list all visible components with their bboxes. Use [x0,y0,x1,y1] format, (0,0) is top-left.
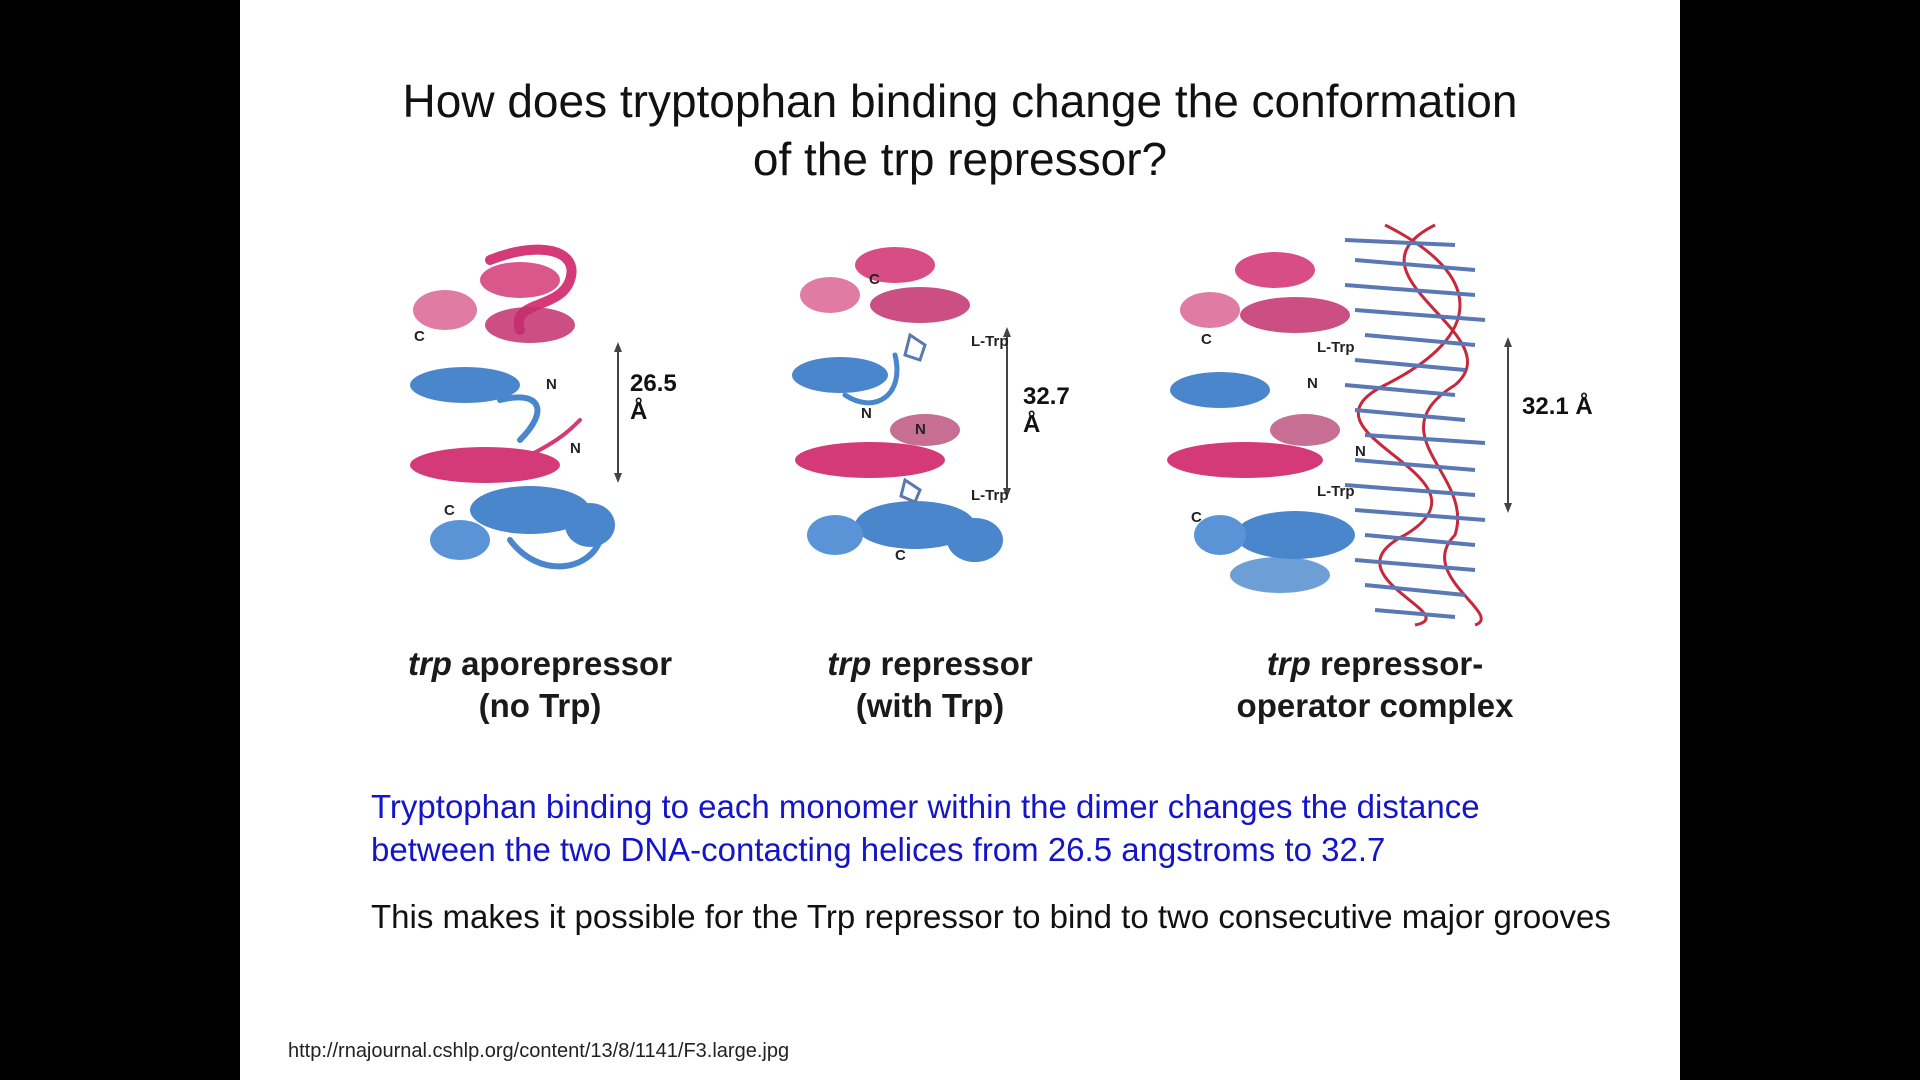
caption-line-2: (with Trp) [855,687,1005,724]
title-line-1: How does tryptophan binding change the c… [402,75,1518,127]
distance-label: 26.5 Å [630,370,677,425]
label-c-top: C [1201,331,1212,348]
caption-line-1: trp repressor [770,643,1090,685]
caption-aporepressor: trp aporepressor (no Trp) [380,643,700,727]
complex-structure-image [1167,223,1512,627]
caption-line-2: operator complex [1236,687,1514,724]
figure-aporepressor: C N N C 26.5 Å [400,240,680,600]
label-n-bottom: N [570,440,581,457]
caption-repressor-operator-complex: trp repressor- operator complex [1200,643,1550,727]
aporepressor-structure-image [410,244,622,570]
label-ltrp-top: L-Trp [971,333,1009,350]
caption-rest: aporepressor [451,645,673,682]
label-c-top: C [869,271,880,288]
label-c-bottom: C [895,547,906,564]
label-c-top: C [414,328,425,345]
caption-gene-name: trp [407,645,452,682]
label-c-bottom: C [1191,509,1202,526]
label-n-top: N [546,376,557,393]
slide-title: How does tryptophan binding change the c… [240,72,1680,188]
label-c-bottom: C [444,502,455,519]
label-n-left: N [861,405,872,422]
label-n-bottom: N [1355,443,1366,460]
caption-line-1: trp aporepressor [380,643,700,685]
label-n-center: N [915,421,926,438]
title-line-2: of the trp repressor? [752,133,1168,185]
caption-repressor: trp repressor (with Trp) [770,643,1090,727]
slide: How does tryptophan binding change the c… [240,0,1680,1080]
distance-label: 32.7 Å [1023,383,1070,438]
caption-rest: repressor- [1310,645,1484,682]
distance-label: 32.1 Å [1522,393,1593,420]
source-url: http://rnajournal.cshlp.org/content/13/8… [288,1040,790,1062]
label-ltrp-top: L-Trp [1317,339,1355,356]
caption-rest: repressor [871,645,1033,682]
label-ltrp-bottom: L-Trp [971,487,1009,504]
repressor-structure-image [792,247,1011,562]
conclusion-text: This makes it possible for the Trp repre… [371,898,1611,935]
explanation-text: Tryptophan binding to each monomer withi… [371,788,1480,868]
figure-repressor-operator-complex: C L-Trp N N L-Trp C 32.1 Å [1155,215,1595,635]
caption-gene-name: trp [827,645,872,682]
caption-line-1: trp repressor- [1200,643,1550,685]
figure-repressor: C L-Trp N N L-Trp C 32.7 Å [785,235,1070,595]
caption-line-2: (no Trp) [478,687,602,724]
caption-gene-name: trp [1266,645,1311,682]
label-n-top: N [1307,375,1318,392]
label-ltrp-bottom: L-Trp [1317,483,1355,500]
